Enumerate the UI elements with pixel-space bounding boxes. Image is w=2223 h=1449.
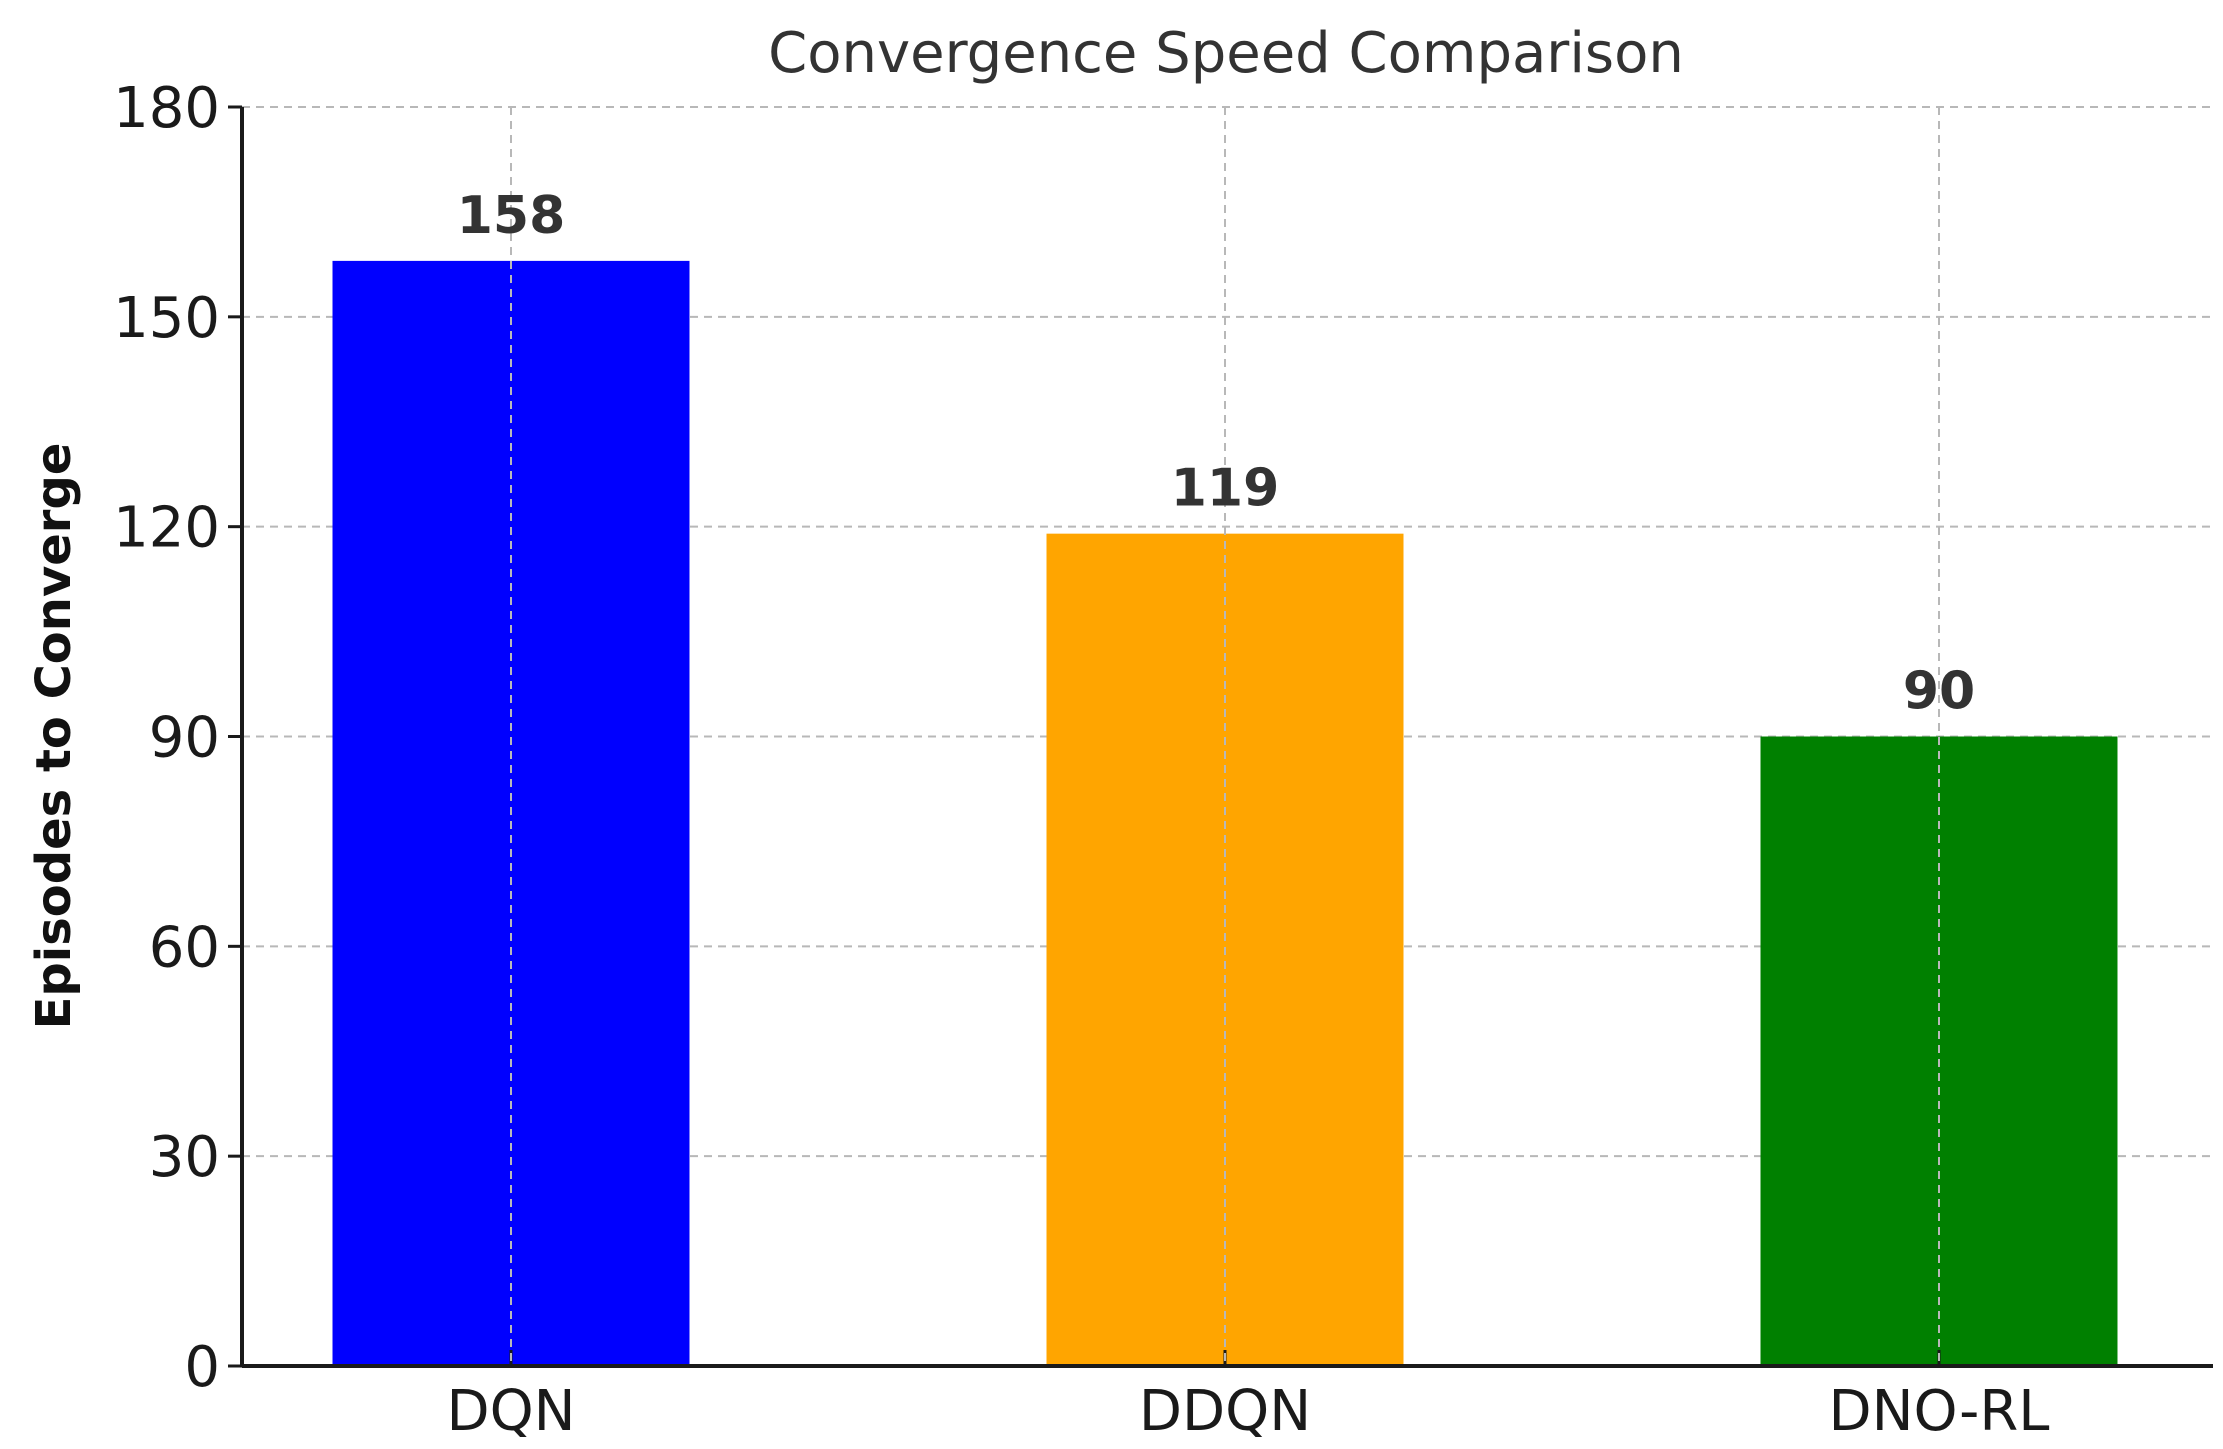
label-layer: 0 30 60 90 120 150 180 DQN DDQN DNO-RL 158 119 90 — [113, 76, 2049, 1444]
y-axis-label: Episodes to Converge — [26, 443, 82, 1030]
y-tick-label: 30 — [149, 1125, 220, 1190]
bar-value-label: 119 — [1171, 459, 1280, 519]
x-tick-label: DQN — [446, 1379, 575, 1444]
chart-title: Convergence Speed Comparison — [768, 21, 1684, 86]
y-tick-label: 60 — [149, 915, 220, 980]
y-tick-label: 90 — [149, 706, 220, 771]
bar-value-label: 158 — [457, 186, 566, 246]
y-tick-label: 150 — [113, 286, 220, 351]
x-tick-label: DNO-RL — [1829, 1379, 2050, 1444]
x-tick-label: DDQN — [1139, 1379, 1311, 1444]
y-tick-label: 0 — [184, 1335, 220, 1400]
y-tick-label: 120 — [113, 496, 220, 561]
y-tick-label: 180 — [113, 76, 220, 141]
bar-value-label: 90 — [1903, 662, 1975, 722]
